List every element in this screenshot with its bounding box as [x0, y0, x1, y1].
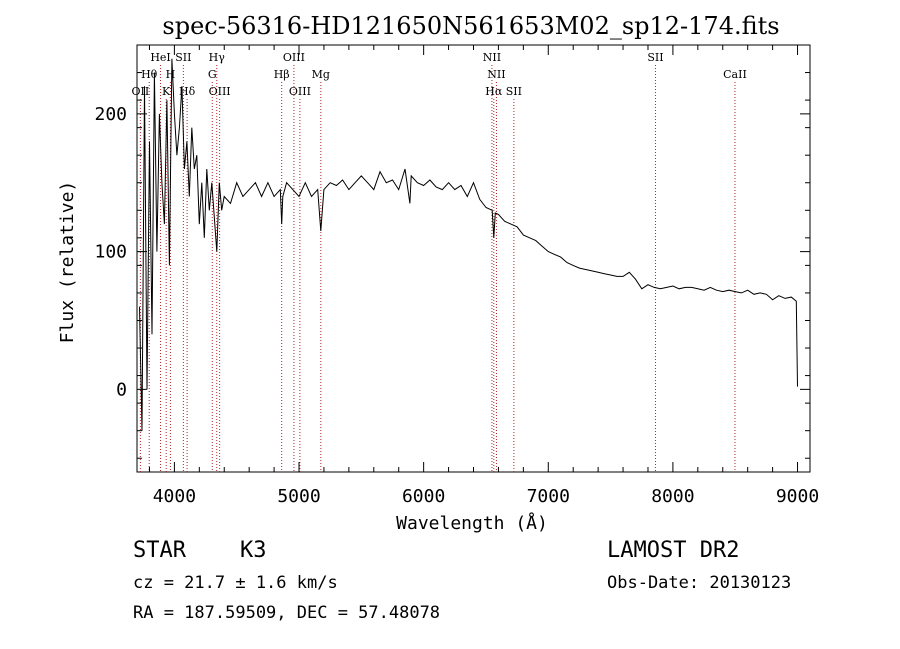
x-tick-label: 6000: [402, 486, 445, 507]
line-marker-label: H: [166, 68, 176, 81]
x-tick-label: 7000: [527, 486, 570, 507]
line-marker-label: Hγ: [209, 51, 226, 64]
object-subclass: K3: [240, 538, 267, 563]
x-tick-label: 4000: [153, 486, 196, 507]
line-marker-label: OIII: [283, 51, 305, 64]
x-tick-label: 9000: [776, 486, 819, 507]
axis-ticks: 4000 5000 6000 7000 8000 9000 0 100 200: [94, 44, 819, 507]
x-tick-label: 8000: [651, 486, 694, 507]
ra-dec-coordinates: RA = 187.59509, DEC = 57.48078: [133, 603, 441, 623]
observation-date: Obs-Date: 20130123: [607, 573, 792, 593]
line-marker-label: SII: [647, 51, 663, 64]
line-marker-label: SII: [175, 51, 191, 64]
x-axis-label: Wavelength (Å): [396, 512, 548, 534]
y-tick-label: 200: [94, 104, 127, 125]
line-marker-label: NII: [483, 51, 501, 64]
survey-name: LAMOST DR2: [607, 538, 740, 563]
line-marker-label: NII: [487, 68, 505, 81]
y-tick-label: 100: [94, 242, 127, 263]
line-marker-label: CaII: [723, 68, 747, 81]
y-axis-label: Flux (relative): [57, 181, 78, 344]
plot-frame: [136, 44, 811, 473]
line-marker-label: SII: [506, 85, 522, 98]
line-marker-label: K: [162, 85, 171, 98]
line-marker-label: Hβ: [274, 68, 290, 81]
line-marker-label: Hθ: [141, 68, 158, 81]
line-marker-label: Hδ: [179, 85, 196, 98]
redshift-velocity: cz = 21.7 ± 1.6 km/s: [133, 573, 338, 593]
emission-line-markers: OIIHθHeIKHSIIHδHγGOIIIHβOIIIOIIIMgNIINII…: [132, 51, 747, 472]
line-marker-label: OIII: [289, 85, 311, 98]
line-marker-label: G: [208, 68, 217, 81]
line-marker-label: Mg: [312, 68, 330, 81]
chart-title: spec-56316-HD121650N561653M02_sp12-174.f…: [162, 12, 779, 40]
x-tick-label: 5000: [277, 486, 320, 507]
line-marker-label: HeI: [150, 51, 170, 64]
line-marker-label: OII: [132, 85, 150, 98]
y-tick-label: 0: [116, 379, 127, 400]
object-class: STAR: [133, 538, 186, 563]
spectrum-line: [139, 58, 798, 431]
line-marker-label: Hα: [485, 85, 503, 98]
line-marker-label: OIII: [209, 85, 231, 98]
